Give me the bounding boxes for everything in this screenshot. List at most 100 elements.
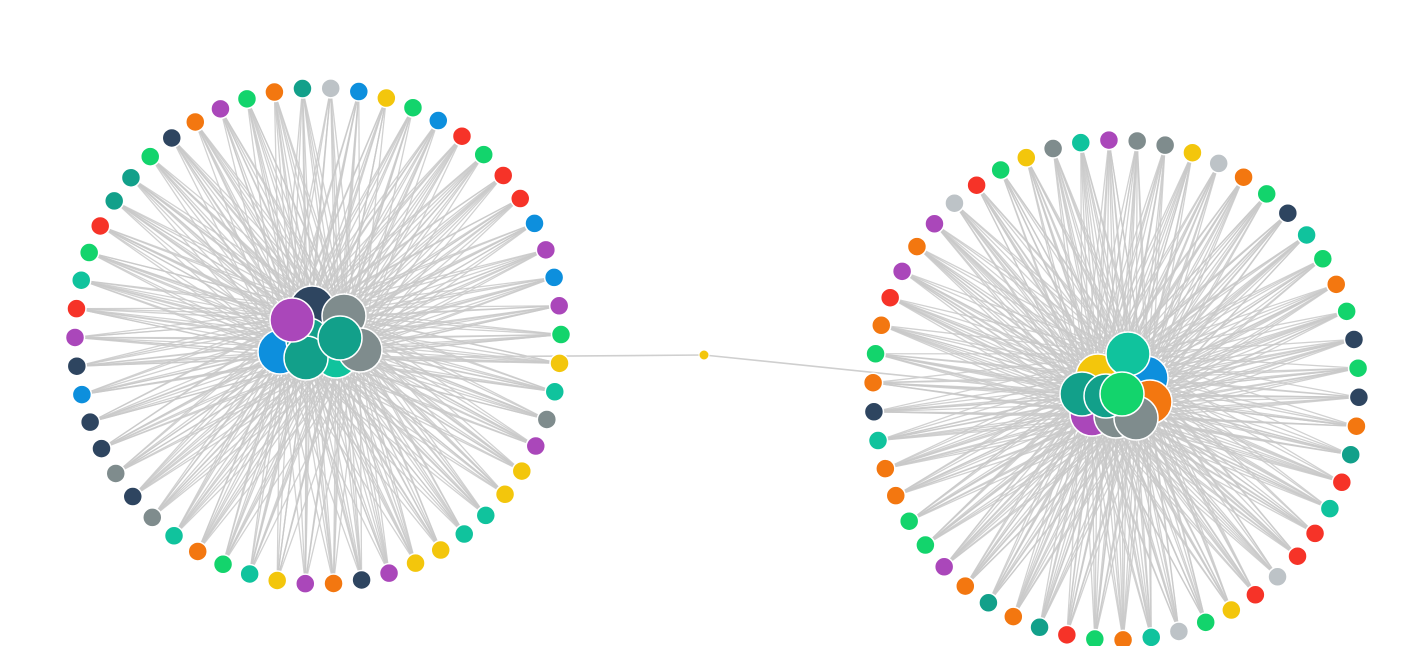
cluster-left-ring-node[interactable] <box>71 384 93 405</box>
cluster-right-hub-node[interactable] <box>1105 331 1151 377</box>
cluster-right-ring-node[interactable] <box>1168 621 1190 642</box>
cluster-left-ring-node[interactable] <box>509 188 531 209</box>
cluster-right-ring-node[interactable] <box>1277 202 1299 224</box>
cluster-right-ring-node[interactable] <box>875 458 896 479</box>
cluster-right-ring-node[interactable] <box>862 372 884 393</box>
cluster-right-ring-node[interactable] <box>1003 606 1024 627</box>
cluster-left-ring-node[interactable] <box>524 213 545 234</box>
cluster-right-ring-node[interactable] <box>1195 612 1216 633</box>
cluster-right-ring-node[interactable] <box>1221 599 1242 621</box>
cluster-right-ring-node[interactable] <box>966 174 987 196</box>
bridge-node[interactable] <box>698 349 710 361</box>
cluster-left-ring-node[interactable] <box>548 295 570 317</box>
cluster-left-ring-node[interactable] <box>163 525 185 547</box>
cluster-right-ring-node[interactable] <box>1312 248 1334 270</box>
cluster-left-ring-node[interactable] <box>376 87 397 109</box>
cluster-left-ring-node[interactable] <box>185 111 206 133</box>
cluster-left-ring-node[interactable] <box>66 298 87 319</box>
cluster-left-ring-node[interactable] <box>122 486 144 507</box>
cluster-right-ring-node[interactable] <box>1336 301 1357 322</box>
cluster-right-ring-node[interactable] <box>1343 329 1365 350</box>
cluster-left-ring-node[interactable] <box>535 239 557 261</box>
cluster-right-ring-node[interactable] <box>1267 566 1288 588</box>
cluster-right-ring-node[interactable] <box>1208 153 1229 174</box>
cluster-right-ring-node[interactable] <box>924 213 945 235</box>
cluster-left-ring-node[interactable] <box>89 215 111 237</box>
cluster-left-ring-node[interactable] <box>295 573 316 594</box>
cluster-right-ring-node[interactable] <box>915 534 936 556</box>
cluster-right-ring-node[interactable] <box>1140 627 1162 646</box>
cluster-left-ring-node[interactable] <box>402 97 424 118</box>
cluster-left-ring-node[interactable] <box>351 569 372 591</box>
cluster-left-ring-node[interactable] <box>79 411 101 433</box>
cluster-left-ring-node[interactable] <box>525 435 547 457</box>
cluster-left-ring-node[interactable] <box>348 81 370 102</box>
cluster-left-ring-node[interactable] <box>494 484 516 505</box>
cluster-right-ring-node[interactable] <box>898 510 920 532</box>
cluster-right-ring-node[interactable] <box>1098 129 1120 151</box>
cluster-left-ring-node[interactable] <box>105 463 127 484</box>
cluster-left-ring-node[interactable] <box>475 505 497 526</box>
cluster-left-ring-node[interactable] <box>473 144 494 165</box>
cluster-left-ring-node[interactable] <box>212 554 234 575</box>
cluster-left-ring-node[interactable] <box>511 460 533 482</box>
cluster-right-ring-node[interactable] <box>865 343 886 365</box>
cluster-right-ring-node[interactable] <box>1070 132 1092 153</box>
cluster-right-ring-node[interactable] <box>1084 628 1106 646</box>
cluster-left-ring-node[interactable] <box>239 563 260 585</box>
cluster-left-ring-node[interactable] <box>451 125 473 147</box>
cluster-left-ring-node[interactable] <box>266 570 288 591</box>
cluster-right-ring-node[interactable] <box>1304 523 1326 544</box>
cluster-right-ring-node[interactable] <box>1319 498 1341 519</box>
cluster-left-ring-node[interactable] <box>453 523 475 545</box>
cluster-right-ring-node[interactable] <box>944 192 965 214</box>
cluster-right-ring-node[interactable] <box>1056 624 1078 646</box>
cluster-right-ring-node[interactable] <box>1348 387 1370 408</box>
cluster-right-ring-node[interactable] <box>863 401 885 423</box>
cluster-left-ring-node[interactable] <box>428 110 449 131</box>
cluster-left-hub-node[interactable] <box>317 315 363 361</box>
cluster-right-ring-node[interactable] <box>1112 629 1134 646</box>
cluster-left-ring-node[interactable] <box>543 267 565 288</box>
cluster-left-ring-node[interactable] <box>64 327 86 348</box>
cluster-left-ring-node[interactable] <box>120 167 142 188</box>
cluster-left-ring-node[interactable] <box>536 409 558 430</box>
cluster-left-ring-node[interactable] <box>161 127 183 149</box>
cluster-right-ring-node[interactable] <box>990 159 1011 181</box>
cluster-right-ring-node[interactable] <box>879 287 901 308</box>
cluster-left-ring-node[interactable] <box>66 355 88 377</box>
cluster-right-ring-node[interactable] <box>1154 134 1176 156</box>
cluster-right-ring-node[interactable] <box>1287 545 1308 567</box>
cluster-right-ring-node[interactable] <box>1346 415 1367 437</box>
cluster-left-ring-node[interactable] <box>210 98 231 120</box>
cluster-left-ring-node[interactable] <box>264 81 285 103</box>
cluster-right-ring-node[interactable] <box>1340 444 1361 465</box>
cluster-left-ring-node[interactable] <box>70 269 92 291</box>
cluster-right-ring-node[interactable] <box>1042 138 1064 159</box>
cluster-left-ring-node[interactable] <box>492 165 514 186</box>
cluster-left-ring-node[interactable] <box>550 324 572 345</box>
cluster-right-ring-node[interactable] <box>1245 584 1266 606</box>
cluster-right-ring-node[interactable] <box>1233 166 1254 188</box>
cluster-right-ring-node[interactable] <box>978 592 999 614</box>
cluster-left-ring-node[interactable] <box>187 541 208 562</box>
cluster-right-ring-node[interactable] <box>1256 183 1277 205</box>
cluster-left-ring-node[interactable] <box>142 507 163 528</box>
cluster-right-ring-node[interactable] <box>1016 147 1037 168</box>
cluster-right-hub-node[interactable] <box>1099 371 1145 417</box>
cluster-left-ring-node[interactable] <box>430 539 451 561</box>
cluster-left-ring-node[interactable] <box>378 562 400 584</box>
cluster-right-ring-node[interactable] <box>933 556 955 578</box>
cluster-left-ring-node[interactable] <box>549 353 570 374</box>
cluster-right-ring-node[interactable] <box>891 261 913 282</box>
cluster-left-ring-node[interactable] <box>103 190 125 212</box>
cluster-right-ring-node[interactable] <box>885 485 907 506</box>
cluster-right-ring-node[interactable] <box>1296 224 1317 246</box>
cluster-right-ring-node[interactable] <box>1182 142 1203 163</box>
cluster-left-ring-node[interactable] <box>323 573 344 594</box>
cluster-left-ring-node[interactable] <box>320 78 341 99</box>
cluster-right-ring-node[interactable] <box>1029 617 1050 638</box>
cluster-right-ring-node[interactable] <box>1331 472 1353 493</box>
cluster-right-ring-node[interactable] <box>867 430 889 451</box>
cluster-left-ring-node[interactable] <box>91 438 112 459</box>
